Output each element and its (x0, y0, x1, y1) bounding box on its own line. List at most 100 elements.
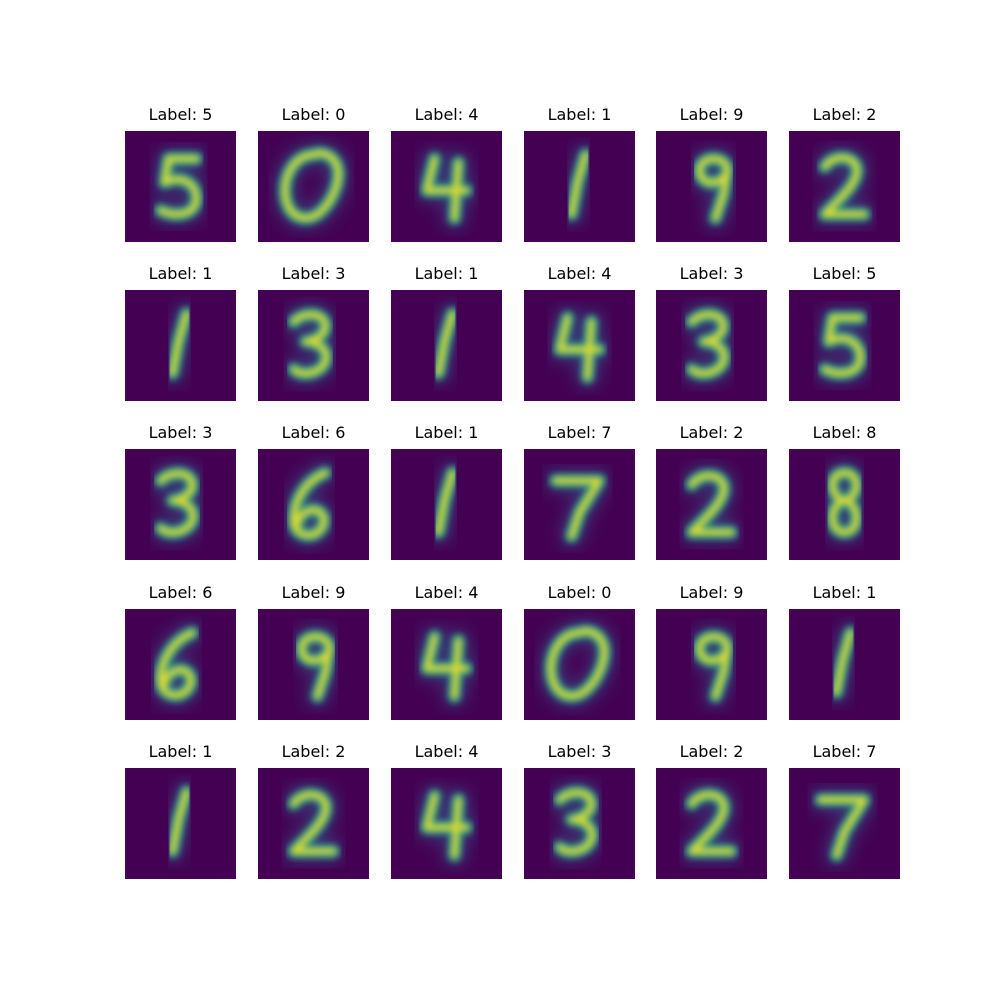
digit-image (789, 131, 900, 242)
digit-core (169, 310, 190, 377)
digit-core (821, 154, 868, 218)
digit-image (125, 449, 236, 560)
digit-image (524, 449, 635, 560)
image-panel: Label: 4 (391, 637, 502, 879)
image-panel: Label: 4 (524, 159, 635, 401)
digit-core (568, 151, 589, 218)
digit-core (829, 469, 860, 536)
image-panel: Label: 3 (258, 159, 369, 401)
digit-core (423, 155, 470, 222)
digit-core (290, 311, 330, 377)
image-panel: Label: 2 (258, 637, 369, 879)
image-panel: Label: 0 (524, 478, 635, 720)
image-panel: Label: 2 (656, 637, 767, 879)
digit-image (125, 131, 236, 242)
panel-title: Label: 1 (547, 105, 612, 124)
panel-title: Label: 1 (148, 742, 213, 761)
digit-core (298, 633, 333, 700)
image-panel: Label: 1 (789, 478, 900, 720)
image-panel: Label: 0 (258, 0, 369, 242)
panel-title: Label: 4 (414, 583, 479, 602)
digit-core (423, 633, 470, 700)
digit-image (391, 609, 502, 720)
digit-core (435, 469, 456, 536)
image-panel: Label: 9 (258, 478, 369, 720)
panel-title: Label: 6 (281, 423, 346, 442)
panel-title: Label: 2 (812, 105, 877, 124)
digit-image (789, 290, 900, 401)
image-panel: Label: 9 (656, 478, 767, 720)
panel-title: Label: 1 (414, 264, 479, 283)
digit-core (157, 155, 200, 218)
digit-core (556, 789, 596, 855)
digit-image (789, 609, 900, 720)
panel-title: Label: 0 (547, 583, 612, 602)
digit-core (696, 633, 731, 700)
digit-image (656, 768, 767, 879)
digit-core (833, 629, 854, 696)
digit-core (688, 472, 735, 536)
panel-title: Label: 9 (679, 105, 744, 124)
digit-image (258, 609, 369, 720)
digit-image (391, 131, 502, 242)
digit-image (258, 290, 369, 401)
digit-core (281, 150, 342, 222)
image-panel: Label: 4 (391, 0, 502, 242)
digit-image (656, 609, 767, 720)
digit-core (547, 628, 608, 700)
image-panel: Label: 1 (125, 637, 236, 879)
digit-image (258, 449, 369, 560)
panel-title: Label: 4 (414, 742, 479, 761)
panel-title: Label: 3 (679, 264, 744, 283)
panel-title: Label: 2 (679, 423, 744, 442)
digit-image (125, 768, 236, 879)
digit-image (524, 768, 635, 879)
panel-title: Label: 3 (281, 264, 346, 283)
panel-title: Label: 5 (812, 264, 877, 283)
image-panel: Label: 3 (524, 637, 635, 879)
panel-title: Label: 0 (281, 105, 346, 124)
image-panel: Label: 7 (789, 637, 900, 879)
digit-core (688, 791, 735, 855)
digit-image (524, 609, 635, 720)
digit-image (258, 768, 369, 879)
digit-core (157, 470, 197, 536)
panel-title: Label: 8 (812, 423, 877, 442)
digit-core (435, 310, 456, 377)
image-panel: Label: 5 (125, 0, 236, 242)
digit-core (552, 477, 603, 540)
panel-title: Label: 4 (414, 105, 479, 124)
image-panel: Label: 2 (656, 318, 767, 560)
digit-core (556, 314, 603, 381)
image-panel: Label: 2 (789, 0, 900, 242)
digit-image (391, 449, 502, 560)
digit-core (169, 788, 190, 855)
image-panel: Label: 1 (125, 159, 236, 401)
digit-core (821, 314, 864, 377)
digit-image (789, 449, 900, 560)
digit-image (656, 131, 767, 242)
digit-image (391, 768, 502, 879)
digit-core (157, 629, 196, 699)
image-panel: Label: 9 (656, 0, 767, 242)
panel-title: Label: 9 (281, 583, 346, 602)
digit-image (656, 449, 767, 560)
panel-title: Label: 3 (148, 423, 213, 442)
image-panel: Label: 1 (391, 159, 502, 401)
panel-title: Label: 7 (547, 423, 612, 442)
panel-title: Label: 7 (812, 742, 877, 761)
panel-title: Label: 1 (414, 423, 479, 442)
image-panel: Label: 3 (656, 159, 767, 401)
digit-image (125, 609, 236, 720)
image-panel: Label: 4 (391, 478, 502, 720)
digit-core (290, 469, 329, 539)
panel-title: Label: 6 (148, 583, 213, 602)
panel-title: Label: 3 (547, 742, 612, 761)
panel-title: Label: 1 (812, 583, 877, 602)
panel-title: Label: 1 (148, 264, 213, 283)
image-panel: Label: 3 (125, 318, 236, 560)
image-panel: Label: 8 (789, 318, 900, 560)
image-panel: Label: 6 (125, 478, 236, 720)
digit-image (258, 131, 369, 242)
